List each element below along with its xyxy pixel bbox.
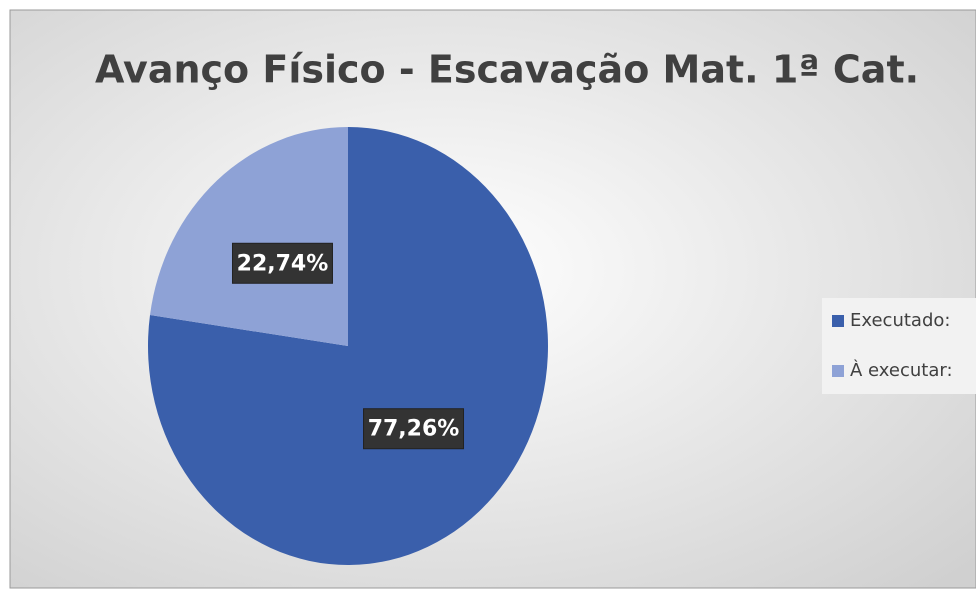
- data-label-box: [231, 242, 333, 284]
- legend-swatch: [832, 365, 844, 377]
- legend-box: [822, 298, 976, 394]
- legend-swatch: [832, 315, 844, 327]
- chart-title: Avanço Físico - Escavação Mat. 1ª Cat.: [95, 48, 919, 92]
- data-label-box: [363, 408, 465, 450]
- legend-label: À executar:: [850, 359, 953, 381]
- data-label: 77,26%: [368, 417, 460, 442]
- pie-slice: [150, 126, 348, 346]
- data-label: 22,74%: [237, 251, 329, 276]
- legend-label: Executado:: [850, 310, 950, 331]
